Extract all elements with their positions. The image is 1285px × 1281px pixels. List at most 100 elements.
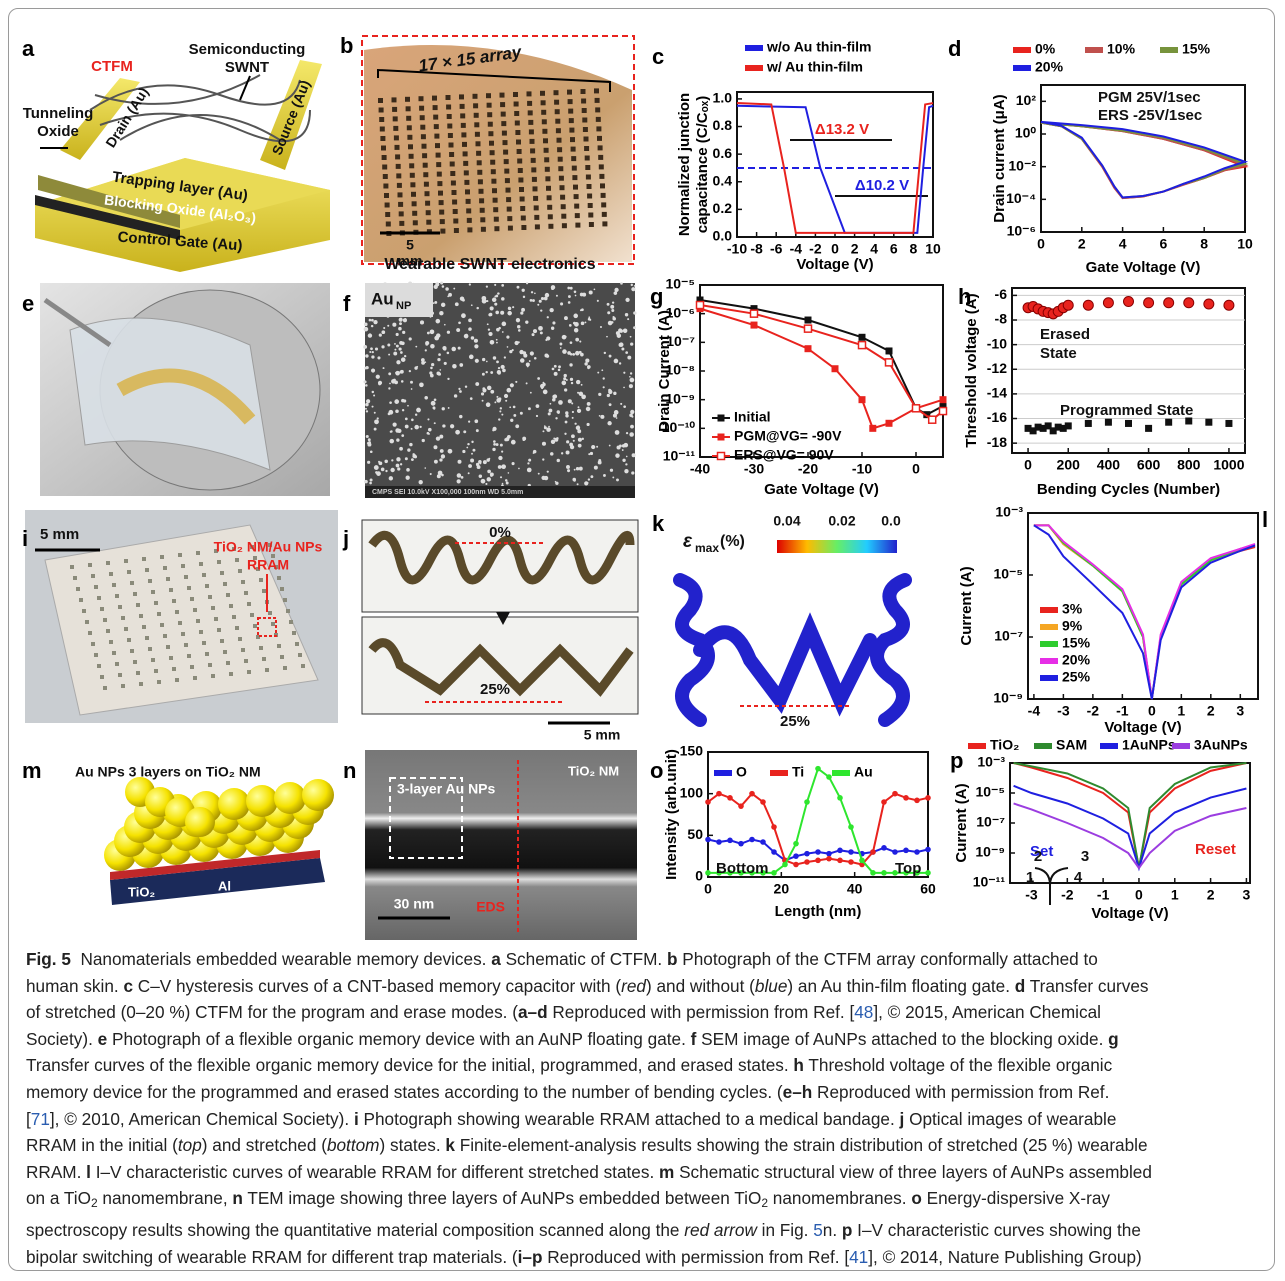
sem-particle xyxy=(384,459,388,464)
sem-particle xyxy=(440,454,446,459)
sem-particle xyxy=(375,471,378,474)
array-cell xyxy=(553,90,559,96)
sem-particle xyxy=(364,366,367,370)
array-cell xyxy=(543,138,548,144)
sem-particle xyxy=(424,349,427,352)
sem-particle xyxy=(549,307,554,313)
panel-text: Au NPs 3 layers on TiO₂ NM xyxy=(75,764,261,780)
sem-particle xyxy=(453,394,458,398)
sem-particle xyxy=(434,335,440,341)
sem-particle xyxy=(437,357,441,362)
sem-particle xyxy=(548,408,553,413)
x-tick-label: -20 xyxy=(798,461,818,477)
sem-particle xyxy=(517,324,521,329)
rram-cell xyxy=(193,676,197,680)
y-tick-label: 0 xyxy=(695,868,703,884)
sem-particle xyxy=(421,438,425,443)
caption-text: RRAM in the initial ( xyxy=(26,1135,178,1156)
panel-text: SWNT xyxy=(225,59,269,76)
array-cell xyxy=(407,134,413,140)
sem-particle xyxy=(398,326,402,331)
x-tick-label: 0 xyxy=(912,461,920,477)
sem-particle xyxy=(369,478,373,482)
sem-particle xyxy=(596,299,599,302)
array-cell xyxy=(530,157,536,163)
rram-cell xyxy=(169,588,173,592)
sem-particle xyxy=(378,382,382,386)
array-cell xyxy=(504,168,510,174)
series-line xyxy=(1033,524,1256,700)
legend-swatch xyxy=(1100,743,1118,749)
rram-cell xyxy=(103,618,107,622)
sem-particle xyxy=(388,387,391,390)
rram-cell xyxy=(214,617,218,621)
sem-particle xyxy=(408,369,412,373)
array-cell xyxy=(446,114,452,119)
sem-particle xyxy=(603,474,606,477)
reference-link[interactable]: 5 xyxy=(813,1219,823,1240)
array-cell xyxy=(378,98,383,103)
sem-particle xyxy=(468,354,474,360)
array-cell xyxy=(541,119,547,125)
array-cell xyxy=(491,178,497,184)
array-cell xyxy=(516,149,522,154)
sem-particle xyxy=(451,346,457,352)
rram-cell xyxy=(181,632,185,636)
array-cell xyxy=(460,113,466,119)
annotation: State xyxy=(1040,345,1077,362)
point xyxy=(804,799,810,805)
point xyxy=(696,296,704,304)
sem-particle xyxy=(459,363,464,367)
x-tick-label: 0 xyxy=(1148,703,1156,719)
array-cell xyxy=(501,130,507,136)
sem-particle xyxy=(461,298,465,302)
sem-particle xyxy=(456,328,461,333)
sem-particle xyxy=(495,338,498,341)
array-cell xyxy=(568,118,574,124)
sem-particle xyxy=(505,481,509,485)
point xyxy=(804,316,812,324)
rram-cell xyxy=(76,587,80,591)
array-cell xyxy=(585,165,591,170)
point xyxy=(826,850,832,857)
point xyxy=(750,305,758,313)
point xyxy=(881,799,887,805)
sem-particle xyxy=(387,324,390,327)
rram-cell xyxy=(106,561,110,565)
array-cell xyxy=(504,178,510,184)
sem-particle xyxy=(474,358,479,363)
rram-cell xyxy=(223,650,227,654)
sem-particle xyxy=(503,393,509,399)
rram-cell xyxy=(286,609,290,613)
sem-particle xyxy=(500,364,505,370)
array-cell xyxy=(467,227,473,233)
sem-particle xyxy=(488,457,491,460)
point xyxy=(1183,297,1195,309)
rram-cell xyxy=(277,644,281,648)
array-cell xyxy=(399,220,405,226)
reference-link[interactable]: 71 xyxy=(30,1108,50,1129)
x-axis-label: Voltage (V) xyxy=(1104,719,1181,736)
array-cell xyxy=(503,159,509,165)
sem-particle xyxy=(394,348,397,351)
sem-particle xyxy=(486,385,492,391)
array-cell xyxy=(382,164,388,170)
y-tick-label: 10⁻⁶ xyxy=(666,304,695,320)
rram-cell xyxy=(148,647,152,651)
sem-particle xyxy=(387,343,391,347)
sem-particle xyxy=(564,388,568,392)
sem-particle xyxy=(373,411,376,414)
legend-swatch xyxy=(745,45,763,51)
caption-text: C–V hysteresis curves of a CNT-based mem… xyxy=(133,975,622,996)
rram-cell xyxy=(205,652,209,656)
caption-line: human skin. c C–V hysteresis curves of a… xyxy=(26,973,1266,1000)
reference-link[interactable]: 48 xyxy=(854,1002,874,1023)
reference-link[interactable]: 41 xyxy=(849,1246,869,1267)
sem-particle xyxy=(424,361,427,364)
panel-text: 5 xyxy=(406,237,414,253)
legend-swatch xyxy=(1085,47,1103,53)
sem-particle xyxy=(409,442,413,447)
sem-particle xyxy=(491,297,497,303)
caption-text: red arrow xyxy=(684,1219,757,1240)
caption-text: SEM image of AuNPs attached to the block… xyxy=(696,1028,1109,1049)
